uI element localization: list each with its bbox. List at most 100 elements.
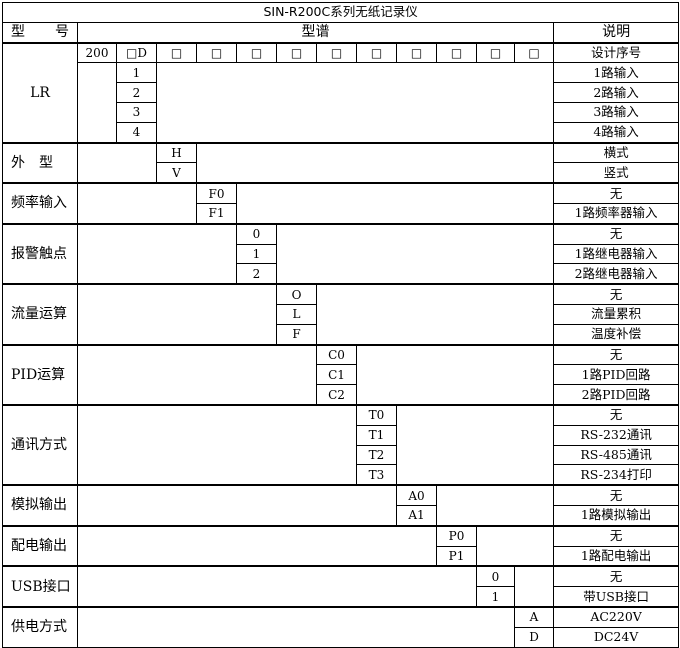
blank-cell: [77, 524, 437, 567]
blank-cell: [156, 62, 554, 144]
section-label: 供电方式: [2, 605, 78, 648]
description-cell: 1路PID回路: [552, 364, 680, 386]
code-slot: □: [156, 41, 197, 64]
code-cell: T0: [356, 403, 397, 426]
code-cell: A0: [396, 484, 437, 506]
table-row: 模拟输出 A0 无: [2, 484, 680, 527]
code-cell: F0: [196, 182, 237, 204]
description-cell: DC24V: [552, 626, 680, 648]
code-cell: 0: [476, 565, 515, 588]
description-cell: 无: [552, 403, 680, 426]
code-cell: P0: [436, 524, 477, 547]
blank-cell: [77, 283, 277, 346]
code-cell: A1: [396, 504, 437, 527]
table-row: LR 200 □D □ □ □ □ □ □ □ □ □ □ 设计序号: [2, 41, 680, 144]
code-slot: □: [514, 41, 554, 64]
blank-cell: [196, 141, 554, 184]
code-cell: L: [276, 303, 317, 325]
blank-cell: [77, 605, 515, 648]
blank-cell: [77, 403, 357, 486]
blank-cell: [396, 403, 554, 486]
section-label: 频率输入: [2, 182, 78, 225]
description-cell: 1路配电输出: [552, 545, 680, 567]
table-row: 流量运算 O 无: [2, 283, 680, 346]
description-cell: 无: [552, 565, 680, 588]
code-slot: □: [316, 41, 357, 64]
blank-cell: [436, 484, 554, 527]
code-cell: V: [156, 162, 197, 184]
table-row: C1 1路PID回路: [3, 364, 680, 386]
description-cell: 1路频率器输入: [552, 202, 680, 225]
code-cell: F: [276, 323, 317, 346]
table-row: 2 2路继电器输入: [3, 263, 680, 285]
blank-cell: [77, 62, 117, 144]
description-cell: 无: [552, 283, 680, 305]
table-row: L 流量累积: [3, 303, 680, 325]
description-cell: 3路输入: [552, 101, 680, 123]
description-cell: 带USB接口: [552, 586, 680, 608]
description-cell: 流量累积: [552, 303, 680, 325]
code-slot: 200: [77, 41, 117, 64]
blank-cell: [77, 141, 157, 184]
description-cell: RS-485通讯: [552, 444, 680, 466]
blank-cell: [276, 222, 554, 285]
code-cell: 1: [116, 62, 157, 84]
code-cell: C1: [316, 364, 357, 386]
section-label: 通讯方式: [2, 403, 78, 486]
code-cell: P1: [436, 545, 477, 567]
table-row: 3 3路输入: [3, 101, 680, 123]
code-slot: □: [356, 41, 397, 64]
description-cell: 2路PID回路: [552, 384, 680, 406]
table-row: T3 RS-234打印: [3, 464, 680, 486]
code-cell: 1: [236, 243, 277, 265]
code-cell: O: [276, 283, 317, 305]
description-cell: 1路模拟输出: [552, 504, 680, 527]
table-row: USB接口 0 无: [2, 565, 680, 608]
table-row: T2 RS-485通讯: [3, 444, 680, 466]
code-cell: 0: [236, 222, 277, 245]
header-model-char: 号: [55, 24, 69, 41]
code-slot: □: [236, 41, 277, 64]
table-row: 通讯方式 T0 无: [2, 403, 680, 486]
description-cell: 1路输入: [552, 62, 680, 84]
code-cell: 3: [116, 101, 157, 123]
code-cell: D: [514, 626, 554, 648]
section-label: USB接口: [2, 565, 78, 608]
table-row: A1 1路模拟输出: [3, 504, 680, 527]
table-row: 1 1路输入: [3, 62, 680, 144]
blank-cell: [316, 283, 554, 346]
code-slot: □: [276, 41, 317, 64]
blank-cell: [236, 182, 554, 225]
table-row: V 竖式: [3, 162, 680, 184]
code-slot: □: [396, 41, 437, 64]
code-cell: 2: [116, 82, 157, 103]
section-label: 报警触点: [2, 222, 78, 285]
description-cell: 4路输入: [552, 121, 680, 144]
blank-cell: [77, 484, 397, 527]
header-model: 型号: [2, 21, 78, 44]
header-model-char: 型: [11, 24, 25, 41]
code-cell: T2: [356, 444, 397, 466]
blank-cell: [77, 222, 237, 285]
description-cell: 温度补偿: [552, 323, 680, 346]
description-cell: 无: [552, 182, 680, 204]
section-label: 外 型: [2, 141, 78, 184]
code-slot: □: [436, 41, 477, 64]
blank-cell: [514, 565, 554, 608]
code-cell: T1: [356, 424, 397, 446]
table-row: P1 1路配电输出: [3, 545, 680, 567]
code-slot: □D: [116, 41, 157, 64]
description-cell: RS-232通讯: [552, 424, 680, 446]
description-cell: 竖式: [552, 162, 680, 184]
code-cell: 1: [476, 586, 515, 608]
section-label: 配电输出: [2, 524, 78, 567]
description-cell: 设计序号: [552, 41, 680, 64]
description-cell: 无: [552, 222, 680, 245]
code-cell: F1: [196, 202, 237, 225]
blank-cell: [77, 182, 197, 225]
description-cell: 2路输入: [552, 82, 680, 103]
code-cell: C0: [316, 343, 357, 366]
code-cell: T3: [356, 464, 397, 486]
code-cell: A: [514, 605, 554, 628]
